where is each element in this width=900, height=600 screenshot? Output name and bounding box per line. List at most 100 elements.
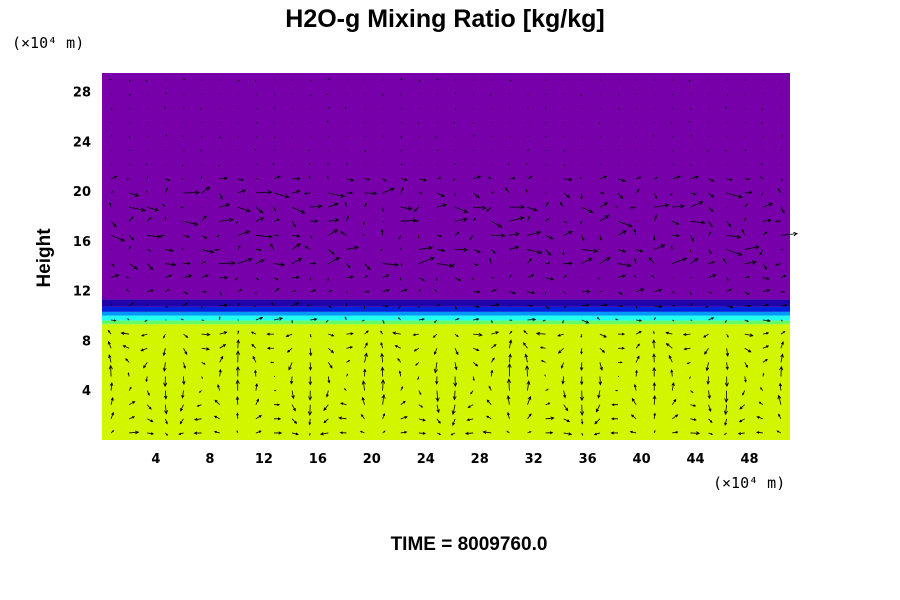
wind-vector xyxy=(218,368,222,377)
wind-vector xyxy=(436,177,442,180)
wind-vector xyxy=(653,412,656,419)
wind-vector xyxy=(364,275,369,279)
wind-vector xyxy=(491,191,495,194)
wind-vector xyxy=(563,261,573,266)
wind-vector xyxy=(164,418,168,425)
wind-vector xyxy=(201,234,208,239)
wind-vector xyxy=(399,247,402,250)
wind-vector xyxy=(708,231,712,236)
wind-vector xyxy=(436,192,446,198)
wind-vector xyxy=(654,203,670,208)
wind-vector xyxy=(436,432,442,435)
wind-vector xyxy=(270,361,274,364)
wind-vector xyxy=(452,178,456,181)
wind-vector xyxy=(128,79,131,82)
wind-vector xyxy=(201,332,211,337)
wind-vector xyxy=(418,318,426,321)
wind-vector xyxy=(635,355,640,363)
wind-vector xyxy=(201,215,207,222)
wind-vector xyxy=(435,390,440,403)
wind-vector xyxy=(328,290,333,293)
wind-vector xyxy=(380,352,384,363)
wind-vector xyxy=(652,382,657,391)
wind-vector xyxy=(436,248,446,253)
wind-vector xyxy=(364,330,369,335)
wind-vector xyxy=(506,411,510,419)
wind-vector xyxy=(491,233,506,238)
wind-vector xyxy=(110,234,126,242)
wind-vector xyxy=(380,378,386,391)
wind-vector xyxy=(436,303,441,307)
wind-vector xyxy=(140,333,148,337)
wind-vector xyxy=(527,206,538,212)
wind-vector xyxy=(670,245,673,250)
wind-vector xyxy=(400,187,404,194)
wind-vector xyxy=(744,190,753,195)
wind-vector xyxy=(780,341,784,349)
wind-vector xyxy=(274,389,277,392)
wind-vector xyxy=(557,333,564,337)
wind-vector xyxy=(544,374,546,377)
wind-vector xyxy=(255,291,257,295)
wind-vector xyxy=(489,257,492,264)
wind-vector xyxy=(452,390,457,401)
wind-vector xyxy=(304,245,311,250)
wind-vector xyxy=(319,432,329,436)
wind-vector xyxy=(473,347,480,352)
wind-vector xyxy=(708,274,717,279)
wind-vector xyxy=(744,245,760,250)
wind-vector xyxy=(380,228,384,236)
wind-vector xyxy=(380,341,384,349)
wind-vector xyxy=(273,317,284,321)
wind-vector xyxy=(400,178,409,182)
wind-vector xyxy=(418,404,424,408)
wind-vector xyxy=(630,414,637,420)
wind-vector xyxy=(346,360,351,363)
wind-vector xyxy=(361,380,366,391)
wind-vector xyxy=(726,277,729,282)
wind-vector xyxy=(509,330,513,335)
wind-vector xyxy=(418,79,421,82)
wind-vector xyxy=(599,290,603,293)
wind-vector xyxy=(344,107,347,109)
wind-vector xyxy=(110,397,114,405)
wind-vector xyxy=(688,79,691,82)
wind-vector xyxy=(237,289,243,293)
wind-vector xyxy=(109,78,112,81)
wind-vector xyxy=(127,318,130,321)
wind-vector xyxy=(744,333,754,337)
wind-vector xyxy=(327,376,331,384)
wind-vector xyxy=(340,402,347,406)
wind-vector xyxy=(506,394,511,405)
wind-vector xyxy=(201,305,203,309)
wind-vector xyxy=(652,330,655,335)
wind-vector xyxy=(651,274,655,278)
wind-vector xyxy=(219,192,223,200)
wind-vector xyxy=(179,418,184,425)
wind-vector xyxy=(308,362,313,371)
wind-vector xyxy=(165,248,175,253)
wind-vector xyxy=(472,122,475,125)
wind-vector xyxy=(418,431,427,435)
wind-vector xyxy=(328,305,332,309)
wind-vector xyxy=(724,376,729,388)
wind-vector xyxy=(255,122,258,124)
wind-vector xyxy=(488,385,492,391)
wind-vector xyxy=(780,290,786,293)
wind-vector xyxy=(597,277,601,280)
wind-vector xyxy=(723,404,728,416)
wind-vector xyxy=(164,404,168,415)
wind-vector xyxy=(346,178,355,182)
wind-vector xyxy=(780,178,783,182)
wind-vector xyxy=(143,362,148,369)
wind-vector xyxy=(653,235,656,242)
wind-vector xyxy=(473,205,487,210)
wind-vector xyxy=(490,369,494,377)
wind-vector xyxy=(672,175,681,180)
wind-vector xyxy=(491,289,497,293)
wind-vector xyxy=(237,330,240,335)
wind-vector xyxy=(482,430,492,434)
wind-vector xyxy=(272,163,275,166)
wind-vector xyxy=(686,361,691,365)
field-bands xyxy=(102,73,790,440)
